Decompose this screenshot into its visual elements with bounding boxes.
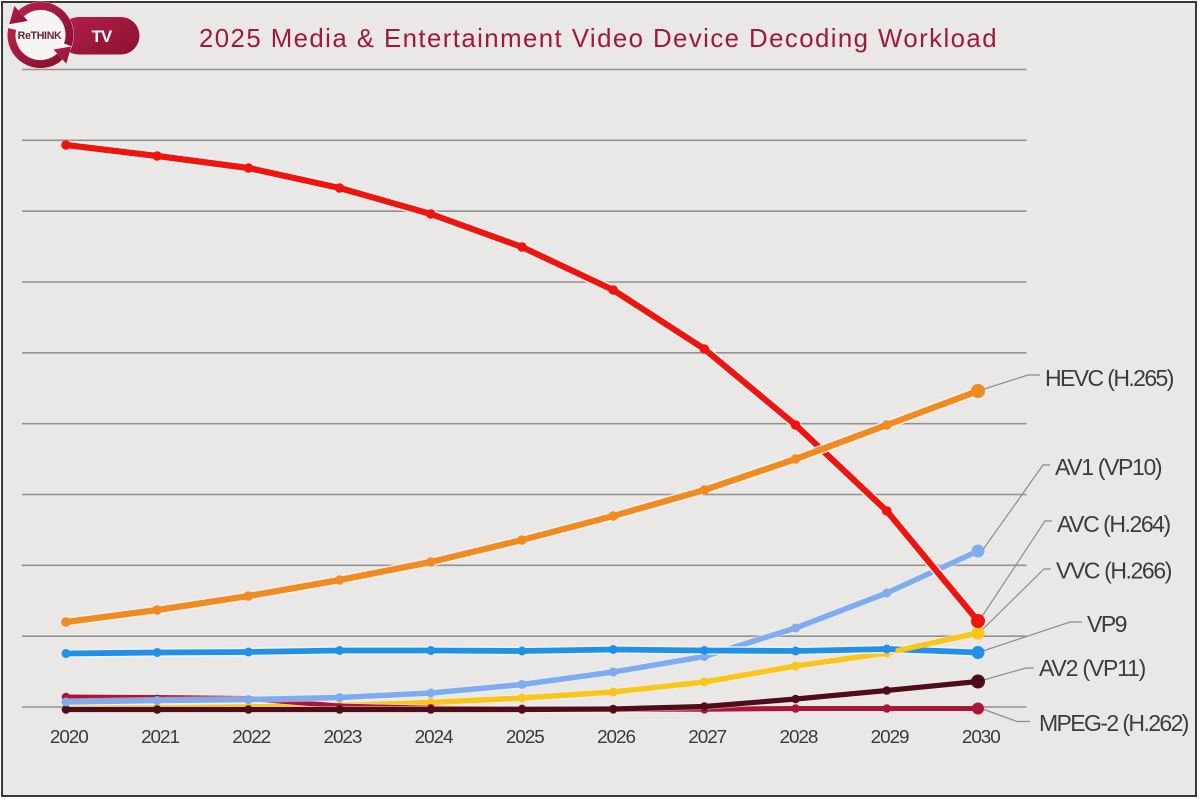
svg-text:ReTHINK: ReTHINK (18, 30, 62, 42)
svg-text:2030: 2030 (962, 727, 1000, 748)
svg-text:2020: 2020 (50, 727, 88, 748)
svg-text:2025: 2025 (506, 727, 544, 748)
svg-text:2022: 2022 (232, 727, 270, 748)
svg-text:TV: TV (92, 27, 113, 46)
svg-text:2027: 2027 (688, 727, 726, 748)
svg-text:2028: 2028 (779, 727, 817, 748)
svg-text:AVC (H.264): AVC (H.264) (1057, 511, 1171, 537)
svg-text:VVC (H.266): VVC (H.266) (1056, 558, 1172, 584)
svg-text:HEVC (H.265): HEVC (H.265) (1045, 365, 1174, 391)
svg-text:AV2 (VP11): AV2 (VP11) (1039, 655, 1146, 681)
svg-text:VP9: VP9 (1087, 611, 1127, 637)
svg-text:AV1 (VP10): AV1 (VP10) (1055, 454, 1162, 480)
svg-text:2024: 2024 (415, 727, 453, 748)
svg-text:2025 Media & Entertainment Vid: 2025 Media & Entertainment Video Device … (199, 25, 998, 53)
svg-text:MPEG-2 (H.262): MPEG-2 (H.262) (1039, 710, 1189, 736)
svg-text:2023: 2023 (323, 727, 361, 748)
svg-text:2021: 2021 (141, 727, 179, 748)
svg-text:2029: 2029 (871, 727, 909, 748)
svg-text:2026: 2026 (597, 727, 635, 748)
